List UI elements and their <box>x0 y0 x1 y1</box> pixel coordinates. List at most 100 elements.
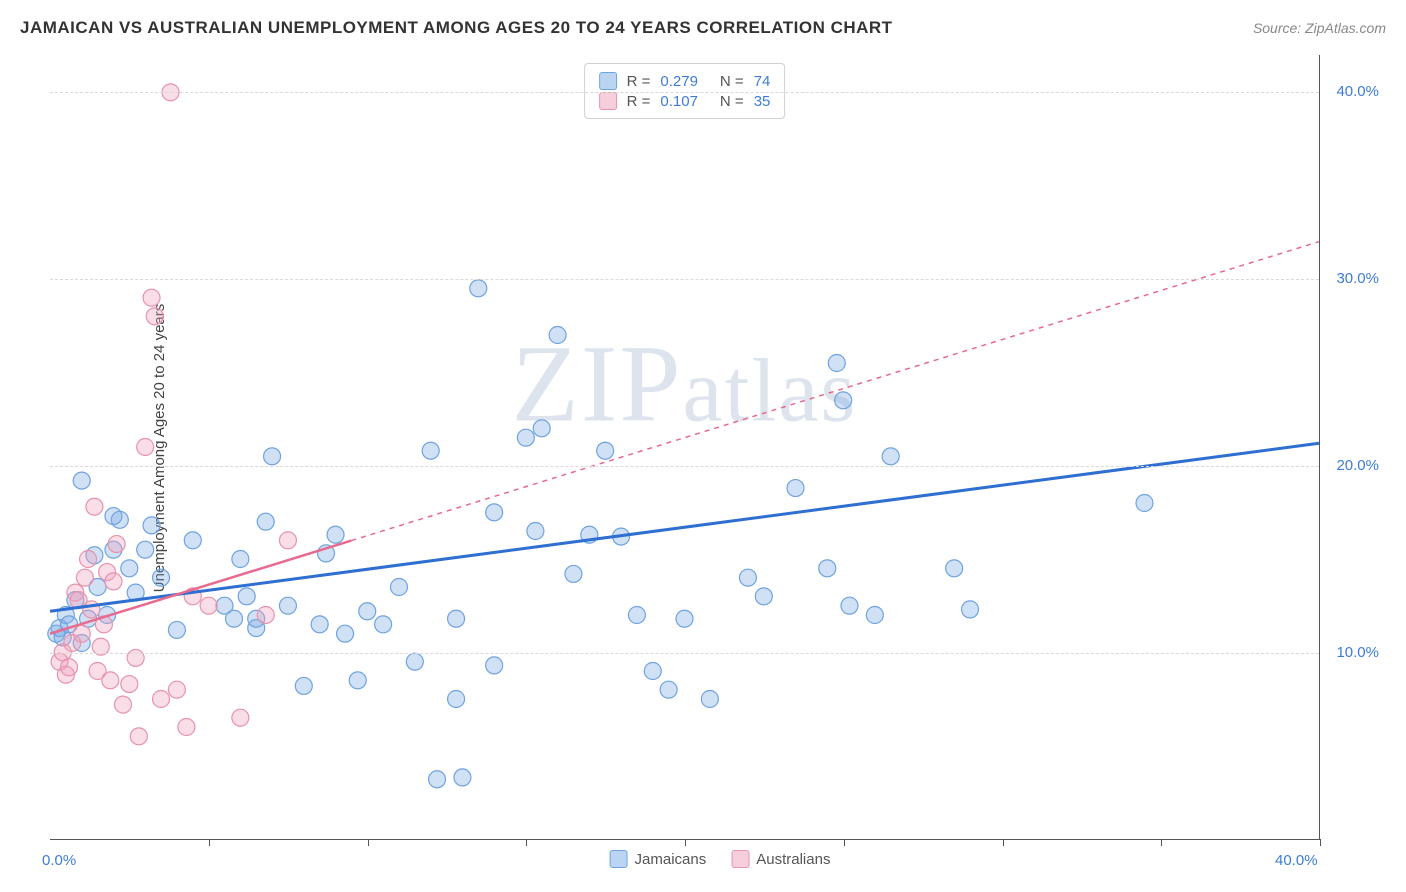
swatch-jamaicans-icon <box>610 850 628 868</box>
y-tick-label: 40.0% <box>1336 83 1379 100</box>
data-point <box>311 616 328 633</box>
corr-row-jamaicans: R = 0.279 N = 74 <box>599 72 771 90</box>
data-point <box>486 504 503 521</box>
data-point <box>184 532 201 549</box>
data-point <box>143 517 160 534</box>
x-tick-label: 40.0% <box>1275 852 1318 869</box>
data-point <box>130 728 147 745</box>
legend-item-australians: Australians <box>731 850 830 868</box>
data-point <box>137 541 154 558</box>
data-point <box>76 569 93 586</box>
data-point <box>121 676 138 693</box>
data-point <box>644 663 661 680</box>
data-point <box>327 526 344 543</box>
data-point <box>143 289 160 306</box>
legend-label-australians: Australians <box>756 851 830 868</box>
data-point <box>835 392 852 409</box>
corr-row-australians: R = 0.107 N = 35 <box>599 92 771 110</box>
legend-item-jamaicans: Jamaicans <box>610 850 707 868</box>
corr-r-value-australians: 0.107 <box>660 93 698 110</box>
data-point <box>946 560 963 577</box>
data-point <box>470 280 487 297</box>
corr-n-label: N = <box>720 73 744 90</box>
data-point <box>517 429 534 446</box>
data-point <box>841 597 858 614</box>
data-point <box>359 603 376 620</box>
data-point <box>257 513 274 530</box>
data-point <box>755 588 772 605</box>
corr-r-value-jamaicans: 0.279 <box>660 73 698 90</box>
corr-r-label: R = <box>627 93 651 110</box>
data-point <box>787 480 804 497</box>
data-point <box>676 610 693 627</box>
corr-r-label: R = <box>627 73 651 90</box>
data-point <box>264 448 281 465</box>
data-point <box>111 511 128 528</box>
data-point <box>549 327 566 344</box>
x-tick-label: 0.0% <box>42 852 76 869</box>
data-point <box>200 597 217 614</box>
data-point <box>146 308 163 325</box>
data-point <box>108 536 125 553</box>
chart-title: JAMAICAN VS AUSTRALIAN UNEMPLOYMENT AMON… <box>20 18 893 38</box>
chart-area: Unemployment Among Ages 20 to 24 years Z… <box>50 55 1390 840</box>
data-point <box>61 659 78 676</box>
data-point <box>448 610 465 627</box>
data-point <box>819 560 836 577</box>
data-point <box>962 601 979 618</box>
data-point <box>597 442 614 459</box>
data-point <box>628 607 645 624</box>
swatch-australians-icon <box>599 92 617 110</box>
data-point <box>406 653 423 670</box>
data-point <box>73 625 90 642</box>
plot-region: ZIPatlas R = 0.279 N = 74 R = 0.107 N = … <box>50 55 1320 840</box>
data-point <box>527 523 544 540</box>
corr-n-label: N = <box>720 93 744 110</box>
data-point <box>105 573 122 590</box>
data-point <box>828 355 845 372</box>
data-point <box>533 420 550 437</box>
data-point <box>257 607 274 624</box>
data-point <box>739 569 756 586</box>
y-tick-label: 20.0% <box>1336 457 1379 474</box>
data-point <box>86 498 103 515</box>
data-point <box>226 610 243 627</box>
data-point <box>73 472 90 489</box>
data-point <box>1136 495 1153 512</box>
data-point <box>153 691 170 708</box>
source-label: Source: ZipAtlas.com <box>1253 20 1386 36</box>
data-point <box>660 681 677 698</box>
data-point <box>448 691 465 708</box>
data-point <box>295 677 312 694</box>
data-point <box>390 579 407 596</box>
legend-footer: Jamaicans Australians <box>610 850 831 868</box>
swatch-australians-icon <box>731 850 749 868</box>
corr-n-value-jamaicans: 74 <box>754 73 771 90</box>
data-point <box>882 448 899 465</box>
correlation-legend-box: R = 0.279 N = 74 R = 0.107 N = 35 <box>584 63 786 119</box>
plot-svg <box>50 55 1319 839</box>
data-point <box>429 771 446 788</box>
data-point <box>238 588 255 605</box>
swatch-jamaicans-icon <box>599 72 617 90</box>
data-point <box>337 625 354 642</box>
legend-label-jamaicans: Jamaicans <box>635 851 707 868</box>
data-point <box>422 442 439 459</box>
data-point <box>102 672 119 689</box>
data-point <box>232 709 249 726</box>
data-point <box>80 551 97 568</box>
data-point <box>866 607 883 624</box>
data-point <box>168 681 185 698</box>
data-point <box>178 719 195 736</box>
y-tick-label: 30.0% <box>1336 270 1379 287</box>
data-point <box>127 649 144 666</box>
data-point <box>454 769 471 786</box>
data-point <box>349 672 366 689</box>
data-point <box>121 560 138 577</box>
data-point <box>565 565 582 582</box>
data-point <box>486 657 503 674</box>
data-point <box>83 601 100 618</box>
data-point <box>168 621 185 638</box>
data-point <box>114 696 131 713</box>
data-point <box>279 597 296 614</box>
